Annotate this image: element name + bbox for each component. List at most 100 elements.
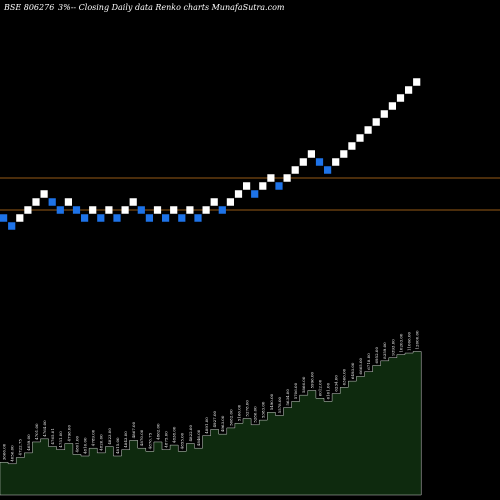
renko-brick-17 xyxy=(129,198,137,206)
reference-lines xyxy=(0,177,500,211)
volume-label-36: 5634.00 xyxy=(285,389,290,406)
renko-brick-48 xyxy=(380,110,388,118)
volume-label-24: 4822.00 xyxy=(188,425,193,442)
volume-label-11: 4816.00 xyxy=(83,437,88,454)
volume-label-20: 4862.00 xyxy=(155,423,160,440)
volume-label-27: 4927.00 xyxy=(212,410,217,427)
volume-label-15: 4815.00 xyxy=(115,437,120,454)
volume-label-8: 4751.00 xyxy=(58,431,63,448)
renko-brick-41 xyxy=(324,166,332,174)
volume-label-46: 6718.00 xyxy=(366,353,371,370)
volume-label-50: 10203.00 xyxy=(398,333,403,353)
volume-label-19: 4876.75 xyxy=(147,432,152,449)
volume-label-22: 4838.00 xyxy=(172,426,177,443)
renko-brick-4 xyxy=(24,206,32,214)
renko-brick-29 xyxy=(226,198,234,206)
volume-label-4: 4659.00 xyxy=(26,434,31,451)
renko-brick-1 xyxy=(0,214,8,222)
renko-brick-35 xyxy=(275,182,283,190)
volume-label-47: 6952.00 xyxy=(374,347,379,364)
volume-label-5: 4701.00 xyxy=(34,423,39,440)
volume-label-37: 5706.00 xyxy=(293,382,298,399)
volume-label-48: 8359.00 xyxy=(382,342,387,359)
renko-brick-24 xyxy=(186,206,194,214)
renko-brick-43 xyxy=(340,150,348,158)
volume-label-7: 4765.01 xyxy=(50,428,55,445)
volume-label-30: 5166.00 xyxy=(236,404,241,421)
renko-brick-21 xyxy=(162,214,170,222)
renko-brick-18 xyxy=(137,206,145,214)
volume-label-51: 11006.00 xyxy=(407,331,412,351)
volume-label-45: 6665.00 xyxy=(358,357,363,374)
volume-label-28: 4963.00 xyxy=(220,415,225,432)
renko-brick-38 xyxy=(299,158,307,166)
volume-profile xyxy=(0,351,422,496)
volume-label-52: 12000.00 xyxy=(415,330,420,350)
renko-brick-6 xyxy=(40,190,48,198)
renko-brick-34 xyxy=(267,174,275,182)
volume-label-32: 5286.00 xyxy=(253,406,258,423)
volume-label-35: 5578.00 xyxy=(277,396,282,413)
volume-label-44: 6493.00 xyxy=(350,362,355,379)
renko-brick-42 xyxy=(332,158,340,166)
renko-brick-36 xyxy=(283,174,291,182)
renko-brick-39 xyxy=(307,150,315,158)
volume-label-40: 6012.00 xyxy=(317,379,322,396)
chart-subtitle: 3%-- Closing Daily data Renko charts Mun… xyxy=(58,3,285,12)
renko-brick-12 xyxy=(89,206,97,214)
volume-label-41: 6161.00 xyxy=(326,382,331,399)
volume-label-23: 4855.00 xyxy=(180,432,185,449)
volume-label-3: 4722.75 xyxy=(18,439,23,456)
renko-brick-19 xyxy=(145,214,153,222)
volume-label-18: 4870.00 xyxy=(139,429,144,446)
renko-brick-40 xyxy=(315,158,324,166)
renko-brick-46 xyxy=(364,126,372,134)
renko-brick-47 xyxy=(372,118,380,126)
renko-bricks xyxy=(0,78,421,230)
volume-label-43: 6366.00 xyxy=(342,368,347,385)
renko-brick-5 xyxy=(32,198,40,206)
volume-label-34: 5490.00 xyxy=(269,393,274,410)
volume-label-16: 4843.00 xyxy=(123,431,128,448)
renko-brick-22 xyxy=(170,206,178,214)
renko-brick-50 xyxy=(396,94,405,102)
renko-brick-44 xyxy=(348,142,356,150)
renko-brick-23 xyxy=(178,214,186,222)
renko-brick-30 xyxy=(234,190,243,198)
volume-label-10: 4801.00 xyxy=(74,435,79,452)
volume-area xyxy=(0,351,422,496)
volume-label-6: 4764.00 xyxy=(42,420,47,437)
volume-label-9: 4798.00 xyxy=(66,425,71,442)
renko-brick-26 xyxy=(202,206,210,214)
volume-label-38: 5866.00 xyxy=(301,376,306,393)
volume-label-26: 4891.00 xyxy=(204,417,209,434)
renko-brick-28 xyxy=(218,206,226,214)
renko-brick-16 xyxy=(121,206,129,214)
volume-label-49: 9393.00 xyxy=(390,339,395,356)
renko-brick-51 xyxy=(405,86,413,94)
renko-brick-52 xyxy=(413,78,421,86)
renko-brick-25 xyxy=(194,214,202,222)
renko-brick-45 xyxy=(356,134,364,142)
renko-brick-3 xyxy=(16,214,24,222)
renko-brick-33 xyxy=(259,182,267,190)
volume-label-14: 4823.00 xyxy=(107,428,112,445)
volume-label-33: 5383.00 xyxy=(261,401,266,418)
volume-label-21: 4875.00 xyxy=(164,431,169,448)
renko-brick-10 xyxy=(72,206,81,214)
volume-label-1: 3666.00 xyxy=(2,443,7,460)
renko-brick-31 xyxy=(243,182,251,190)
renko-brick-9 xyxy=(64,198,72,206)
renko-brick-15 xyxy=(113,214,121,222)
renko-brick-7 xyxy=(48,198,56,206)
chart-title: BSE 806276 xyxy=(3,3,54,12)
volume-label-25: 4846.00 xyxy=(196,429,201,446)
volume-label-39: 5996.00 xyxy=(309,371,314,388)
renko-brick-13 xyxy=(97,214,105,222)
renko-brick-11 xyxy=(81,214,89,222)
renko-brick-27 xyxy=(210,198,218,206)
renko-brick-37 xyxy=(291,166,299,174)
